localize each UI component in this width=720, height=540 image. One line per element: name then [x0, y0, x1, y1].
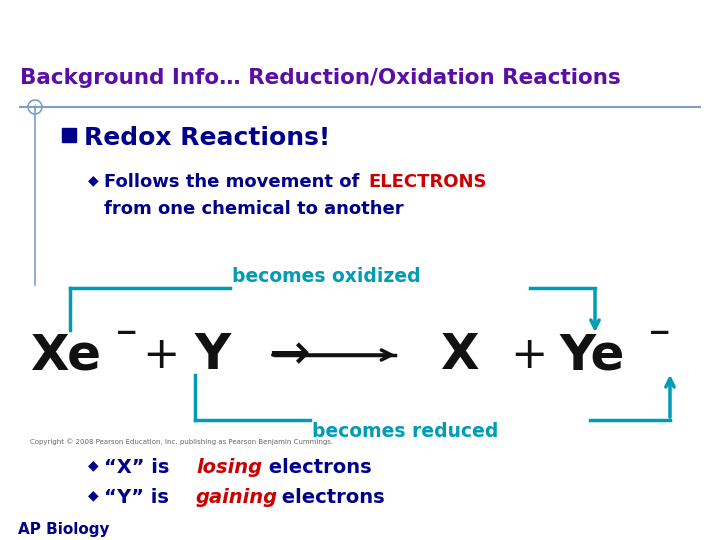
Text: ELECTRONS: ELECTRONS: [368, 173, 487, 191]
Text: AP Biology: AP Biology: [18, 522, 109, 537]
Text: Xe: Xe: [30, 331, 101, 379]
Text: electrons: electrons: [275, 488, 384, 507]
FancyBboxPatch shape: [62, 128, 76, 142]
Text: electrons: electrons: [262, 458, 372, 477]
Text: Copyright © 2008 Pearson Education, Inc. publishing as Pearson Benjamin Cummings: Copyright © 2008 Pearson Education, Inc.…: [30, 438, 333, 444]
Text: Ye: Ye: [560, 331, 626, 379]
Text: becomes oxidized: becomes oxidized: [232, 267, 420, 286]
Text: +: +: [510, 334, 547, 376]
Text: ◆: ◆: [88, 458, 99, 472]
Text: from one chemical to another: from one chemical to another: [104, 200, 404, 218]
Text: +: +: [142, 334, 179, 376]
Text: X: X: [440, 331, 479, 379]
Text: “Y” is: “Y” is: [104, 488, 176, 507]
Text: −: −: [648, 319, 671, 347]
Text: ◆: ◆: [88, 173, 99, 187]
Text: →: →: [268, 331, 310, 379]
Text: Y: Y: [195, 331, 231, 379]
Text: Background Info… Reduction/Oxidation Reactions: Background Info… Reduction/Oxidation Rea…: [20, 68, 621, 88]
Text: −: −: [115, 319, 138, 347]
Text: ◆: ◆: [88, 488, 99, 502]
Text: gaining: gaining: [196, 488, 278, 507]
Text: becomes reduced: becomes reduced: [312, 422, 498, 441]
Text: losing: losing: [196, 458, 262, 477]
Text: Follows the movement of: Follows the movement of: [104, 173, 366, 191]
Text: Redox Reactions!: Redox Reactions!: [84, 126, 330, 150]
Text: +: +: [32, 103, 38, 111]
Text: “X” is: “X” is: [104, 458, 176, 477]
